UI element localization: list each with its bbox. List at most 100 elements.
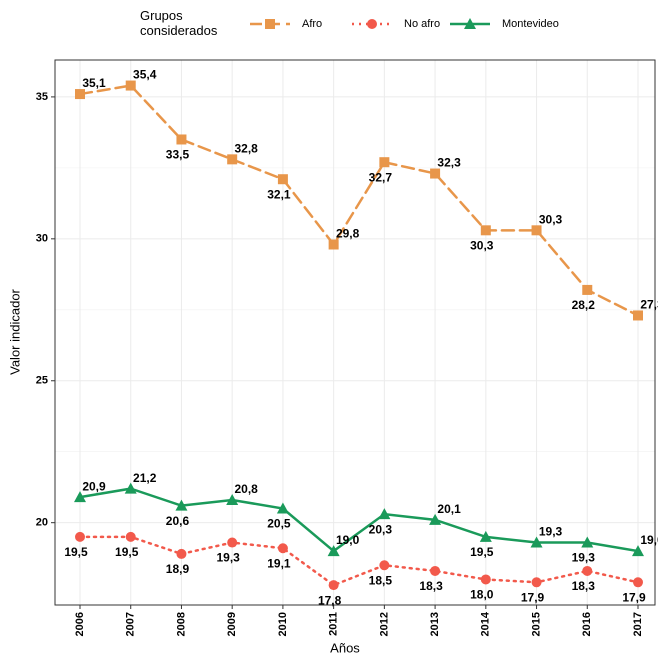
data-point [480,225,491,236]
data-point [328,580,339,591]
data-point [74,491,86,503]
value-label: 33,5 [166,148,190,162]
data-point [176,134,187,145]
data-point [75,89,85,100]
value-label: 32,7 [369,170,393,184]
value-label: 19,0 [640,533,658,547]
value-label: 35,4 [133,68,157,82]
data-point [531,225,542,236]
value-label: 20,3 [369,522,393,536]
x-tick-label: 2006 [74,612,86,636]
value-label: 19,5 [115,545,139,559]
x-tick-label: 2008 [175,612,187,636]
x-axis-title: Años [330,640,360,655]
value-label: 19,5 [64,545,88,559]
data-point [175,499,188,511]
value-label: 17,9 [521,590,545,604]
x-tick-label: 2011 [328,612,340,636]
value-label: 21,2 [133,471,157,485]
value-label: 19,3 [572,551,596,565]
data-point [582,284,593,295]
value-label: 18,3 [419,579,443,593]
data-point [125,531,136,542]
x-tick-label: 2015 [530,612,542,636]
legend-label: Montevideo [502,18,559,30]
value-label: 20,5 [267,517,291,531]
value-label: 17,8 [318,593,342,607]
value-label: 20,1 [437,502,461,516]
data-point [479,530,492,542]
x-tick-label: 2017 [632,612,644,636]
series-line [78,84,640,317]
legend-label: No afro [404,18,440,30]
x-tick-label: 2010 [277,612,289,636]
legend-swatch-marker [367,19,377,29]
value-label: 30,3 [470,238,494,252]
value-label: 18,3 [572,579,596,593]
value-label: 19,0 [336,533,360,547]
data-point [582,565,593,576]
value-label: 32,3 [437,156,461,170]
data-point [379,157,390,168]
data-point [176,548,187,559]
data-point [530,536,543,548]
value-label: 29,8 [336,227,360,241]
data-point [124,482,137,494]
data-point [327,545,340,557]
value-label: 20,9 [82,479,106,493]
data-point [276,502,289,514]
data-point [75,531,85,542]
y-tick-label: 20 [36,517,48,529]
value-label: 27,3 [640,298,658,312]
data-point [632,545,644,557]
data-point [430,565,441,576]
data-point [227,537,238,548]
series-line [78,535,640,587]
x-tick-label: 2014 [480,611,492,636]
series-line [78,487,640,553]
y-tick-label: 25 [36,375,48,387]
data-point [430,168,441,179]
value-label: 28,2 [572,298,596,312]
value-label: 18,9 [166,562,190,576]
legend-title: Grupos considerados [140,8,218,38]
value-label: 18,5 [369,573,393,587]
value-label: 20,8 [235,482,259,496]
x-tick-label: 2012 [378,612,390,636]
y-tick-label: 35 [36,91,48,103]
value-label: 32,8 [235,142,259,156]
x-tick-label: 2007 [125,612,137,636]
value-label: 20,6 [166,514,190,528]
data-point [633,577,643,588]
data-point [429,513,442,525]
value-label: 19,3 [539,525,563,539]
data-point [277,174,288,185]
value-label: 19,5 [470,545,494,559]
data-point [379,560,390,571]
data-point [633,310,643,321]
data-point [125,80,136,91]
data-point [480,574,491,585]
value-label: 19,3 [217,551,241,565]
x-tick-label: 2016 [581,612,593,636]
y-axis-title: Valor indicador [7,288,22,374]
value-label: 32,1 [267,187,291,201]
value-label: 17,9 [622,590,646,604]
data-point [227,154,238,165]
data-point [531,577,542,588]
data-point [226,493,239,505]
y-tick-label: 30 [36,233,48,245]
data-point [378,508,391,520]
data-point [581,536,594,548]
x-tick-label: 2009 [226,612,238,636]
legend-swatch-marker [265,19,275,29]
legend-swatch-marker [464,18,476,29]
value-label: 19,1 [267,556,291,570]
x-tick-label: 2013 [429,612,441,636]
value-label: 35,1 [82,76,106,90]
value-label: 18,0 [470,588,494,602]
data-point [277,543,288,554]
data-point [328,239,339,250]
